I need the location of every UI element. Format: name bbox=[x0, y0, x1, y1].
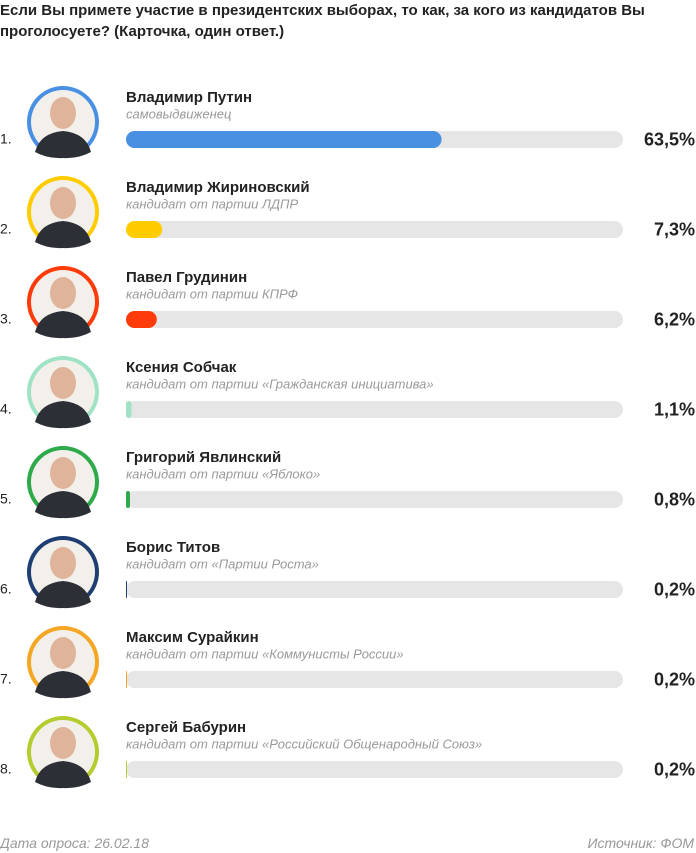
portrait-face bbox=[50, 457, 76, 489]
portrait bbox=[27, 536, 99, 609]
portrait bbox=[27, 356, 99, 429]
candidate-name: Ксения Собчак bbox=[126, 359, 237, 376]
portrait-face bbox=[50, 187, 76, 219]
value-label: 63,5% bbox=[644, 129, 695, 149]
portrait-body bbox=[35, 581, 91, 609]
rank: 3. bbox=[0, 311, 12, 327]
bar-track bbox=[126, 491, 623, 508]
portrait bbox=[27, 446, 99, 519]
candidate-party: самовыдвиженец bbox=[126, 106, 231, 121]
portrait-body bbox=[35, 491, 91, 519]
portrait-body bbox=[35, 311, 91, 339]
chart-title: Если Вы примете участие в президентских … bbox=[0, 2, 645, 40]
portrait-face bbox=[50, 637, 76, 669]
value-label: 0,2% bbox=[654, 669, 695, 689]
bar-track bbox=[126, 581, 623, 598]
candidate-name: Владимир Путин bbox=[126, 89, 252, 106]
candidate-name: Борис Титов bbox=[126, 539, 220, 556]
portrait-body bbox=[35, 221, 91, 249]
portrait-face bbox=[50, 367, 76, 399]
bar-track bbox=[126, 401, 623, 418]
portrait bbox=[27, 626, 99, 699]
bar-track bbox=[126, 761, 623, 778]
rank: 5. bbox=[0, 491, 12, 507]
portrait bbox=[27, 86, 99, 159]
rank: 8. bbox=[0, 761, 12, 777]
rank: 2. bbox=[0, 221, 12, 237]
bar bbox=[126, 401, 132, 418]
value-label: 6,2% bbox=[654, 309, 695, 329]
candidate-name: Григорий Явлинский bbox=[126, 449, 281, 466]
rank: 4. bbox=[0, 401, 12, 417]
candidate-party: кандидат от партии КПРФ bbox=[126, 286, 298, 301]
bar bbox=[126, 491, 130, 508]
rank: 1. bbox=[0, 131, 12, 147]
candidate-party: кандидат от партии «Российский Общенарод… bbox=[126, 736, 482, 751]
value-label: 0,2% bbox=[654, 579, 695, 599]
bar bbox=[126, 761, 127, 778]
bar bbox=[126, 221, 163, 238]
value-label: 7,3% bbox=[654, 219, 695, 239]
candidate-party: кандидат от партии «Яблоко» bbox=[126, 466, 320, 481]
bar bbox=[126, 131, 442, 148]
rank: 7. bbox=[0, 671, 12, 687]
footer-date: Дата опроса: 26.02.18 bbox=[0, 835, 149, 851]
candidate-party: кандидат от партии «Коммунисты России» bbox=[126, 646, 404, 661]
value-label: 0,2% bbox=[654, 759, 695, 779]
portrait-body bbox=[35, 131, 91, 159]
portrait-face bbox=[50, 727, 76, 759]
bar bbox=[126, 671, 127, 688]
portrait-face bbox=[50, 97, 76, 129]
bar bbox=[126, 311, 157, 328]
value-label: 1,1% bbox=[654, 399, 695, 419]
rank: 6. bbox=[0, 581, 12, 597]
candidate-name: Сергей Бабурин bbox=[126, 719, 246, 736]
portrait bbox=[27, 176, 99, 249]
bar-track bbox=[126, 671, 623, 688]
portrait-body bbox=[35, 401, 91, 429]
bar-track bbox=[126, 221, 623, 238]
candidate-name: Павел Грудинин bbox=[126, 269, 247, 286]
bar-track bbox=[126, 311, 623, 328]
value-label: 0,8% bbox=[654, 489, 695, 509]
footer-source: Источник: ФОМ bbox=[587, 835, 694, 851]
candidate-party: кандидат от партии ЛДПР bbox=[126, 196, 298, 211]
portrait-face bbox=[50, 547, 76, 579]
portrait bbox=[27, 266, 99, 339]
candidate-party: кандидат от «Партии Роста» bbox=[126, 556, 319, 571]
portrait bbox=[27, 716, 99, 789]
portrait-body bbox=[35, 761, 91, 789]
candidate-name: Максим Сурайкин bbox=[126, 629, 259, 646]
candidate-name: Владимир Жириновский bbox=[126, 179, 310, 196]
portrait-body bbox=[35, 671, 91, 699]
bar bbox=[126, 581, 127, 598]
portrait-face bbox=[50, 277, 76, 309]
candidate-party: кандидат от партии «Гражданская инициати… bbox=[126, 376, 434, 391]
